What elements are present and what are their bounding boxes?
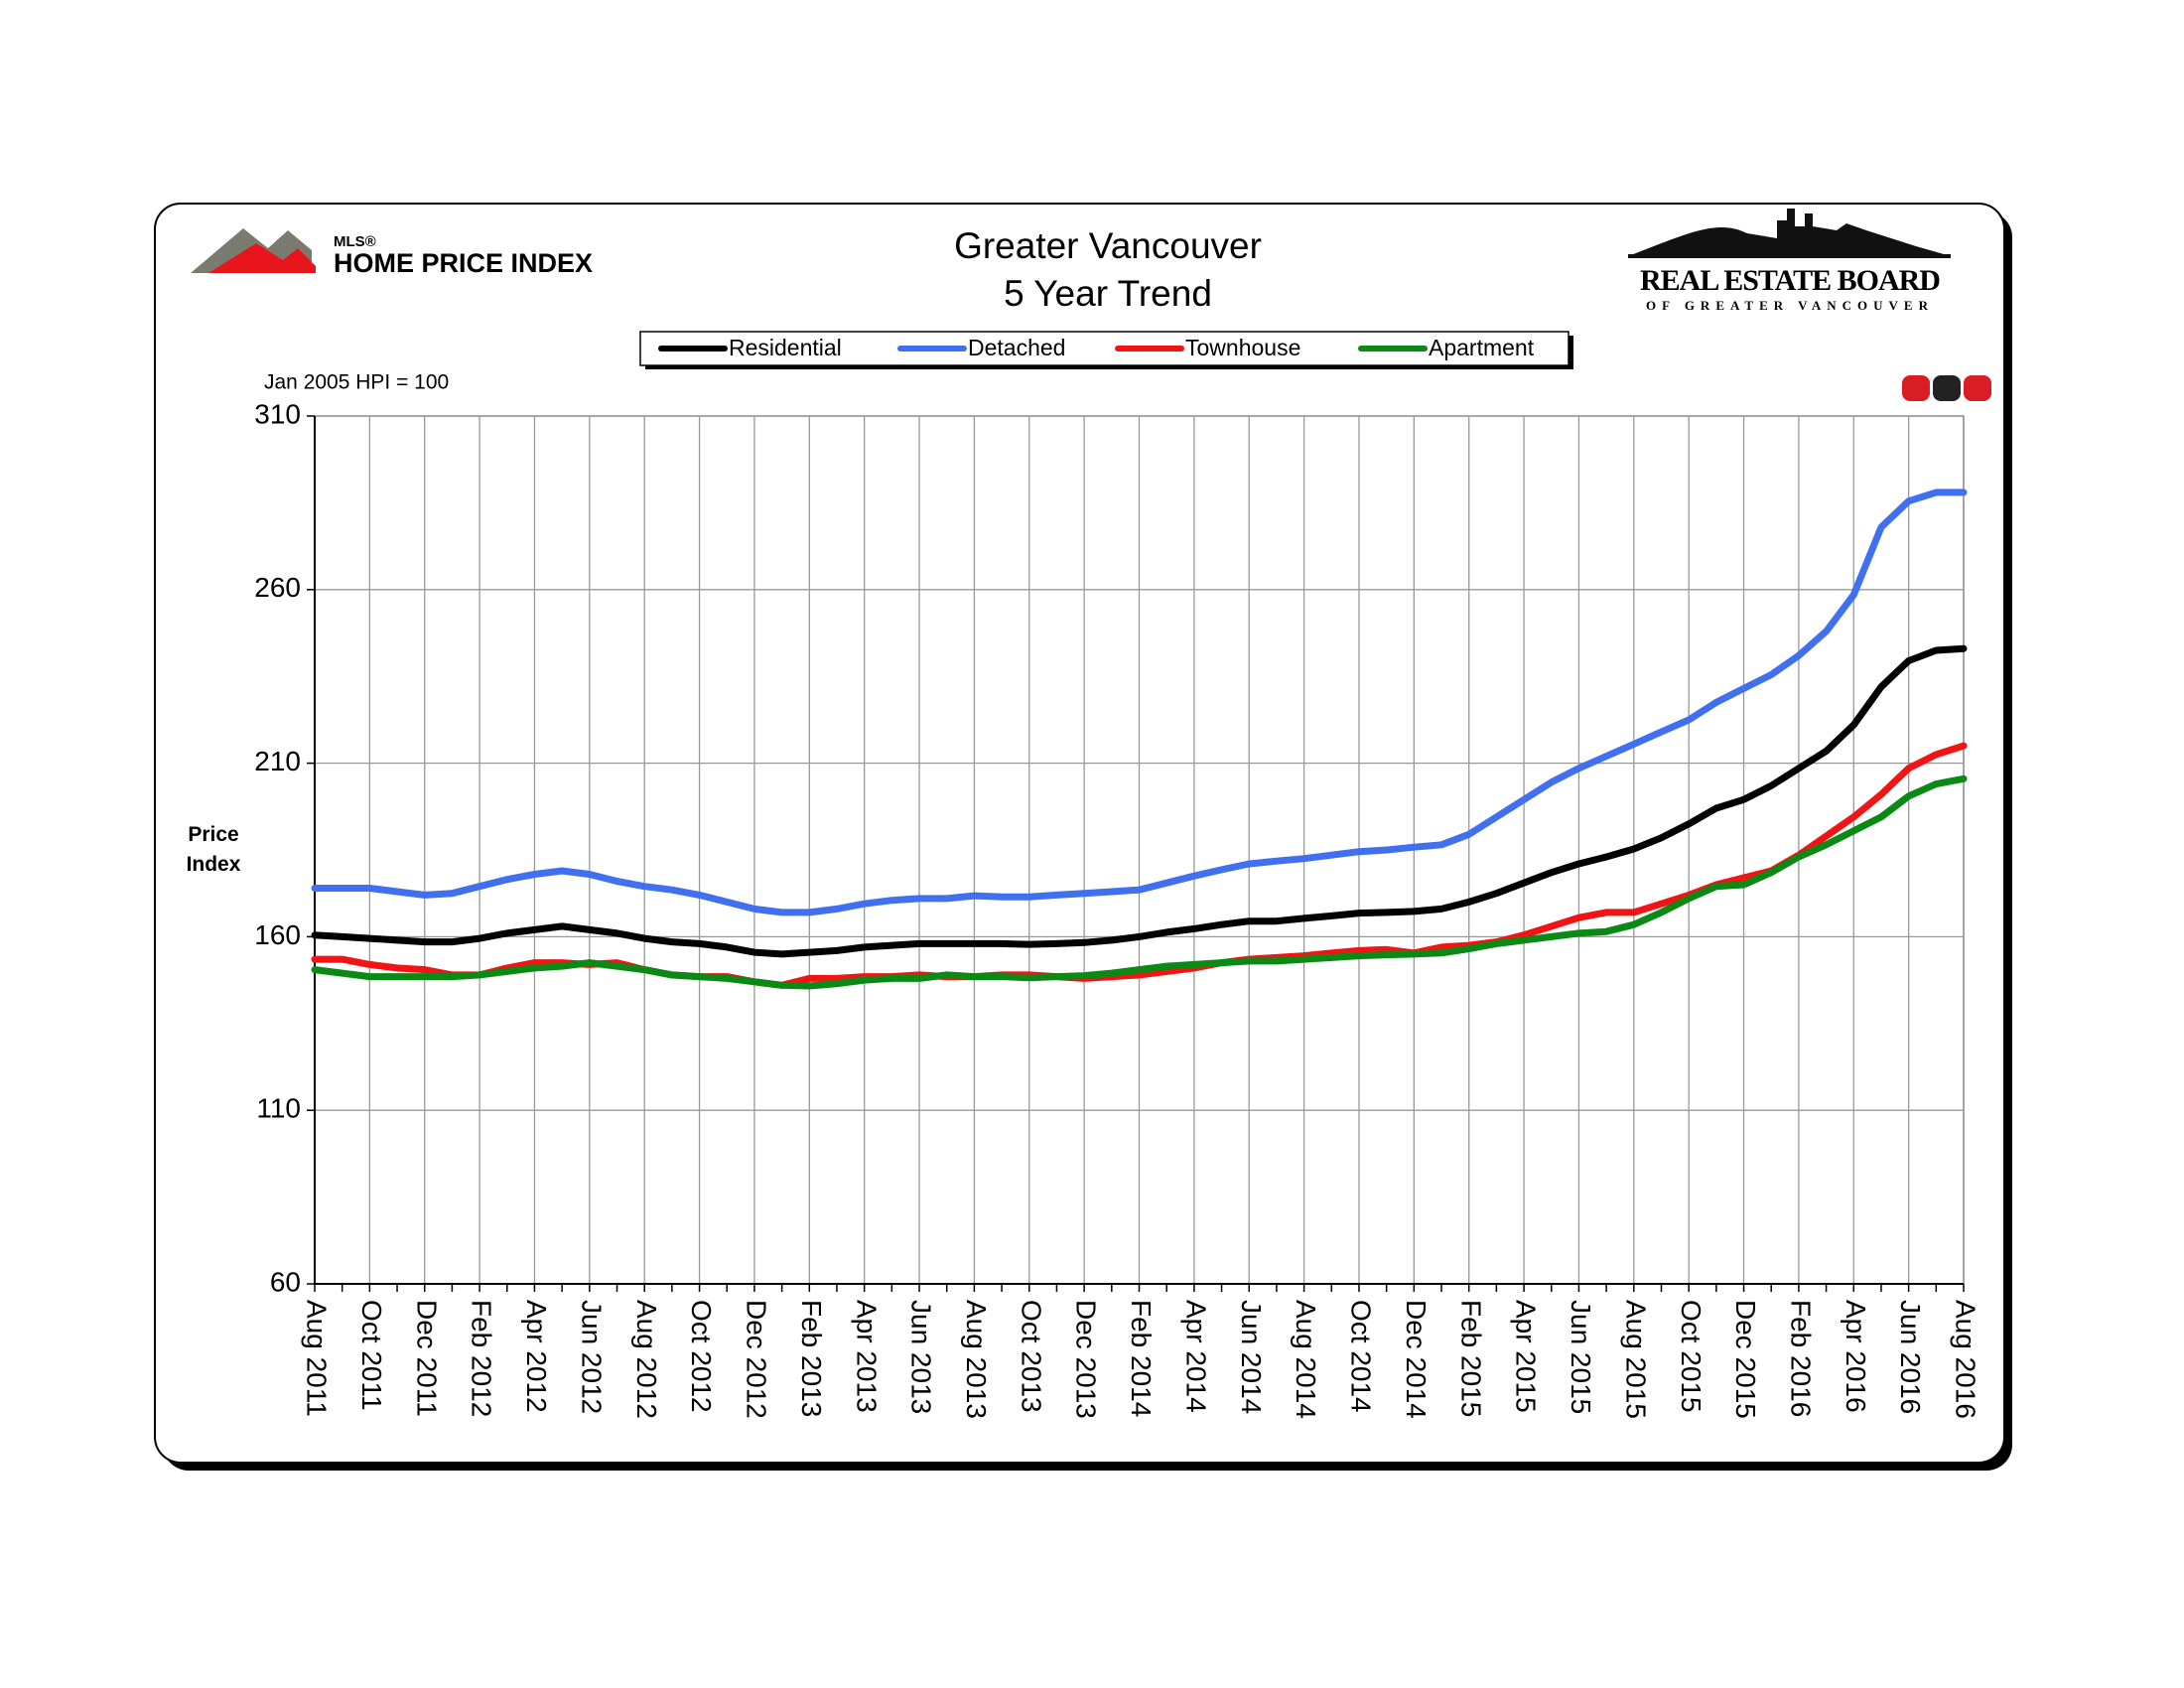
hpi-text: HOME PRICE INDEX bbox=[334, 248, 593, 278]
x-tick-label: Aug 2014 bbox=[1291, 1300, 1321, 1419]
legend-label: Apartment bbox=[1429, 335, 1535, 360]
x-tick-label: Apr 2014 bbox=[1180, 1300, 1211, 1413]
x-tick-label: Apr 2015 bbox=[1511, 1300, 1542, 1413]
hpi-logo: MLS® HOME PRICE INDEX bbox=[191, 228, 593, 278]
x-tick-label: Jun 2014 bbox=[1236, 1300, 1267, 1414]
x-tick-label: Feb 2016 bbox=[1786, 1300, 1817, 1417]
x-tick-label: Apr 2016 bbox=[1841, 1300, 1871, 1413]
x-tick-label: Jun 2013 bbox=[906, 1300, 937, 1414]
x-tick-label: Dec 2012 bbox=[742, 1300, 772, 1419]
series-line bbox=[311, 644, 1968, 958]
x-tick-label: Aug 2015 bbox=[1620, 1300, 1651, 1419]
board-text: REAL ESTATE BOARD bbox=[1640, 264, 1940, 297]
mls-small-text: MLS® bbox=[334, 233, 376, 250]
board-sub-text: OF GREATER VANCOUVER bbox=[1646, 298, 1934, 313]
mls-badge bbox=[1902, 375, 1991, 401]
y-tick-label: 260 bbox=[254, 572, 301, 603]
y-tick-label: 210 bbox=[254, 746, 301, 776]
y-axis-label: Price Index bbox=[186, 823, 241, 876]
chart-subtitle: 5 Year Trend bbox=[1004, 273, 1212, 314]
x-tick-label: Aug 2012 bbox=[631, 1300, 662, 1419]
x-tick-label: Jun 2012 bbox=[576, 1300, 607, 1414]
y-tick-label: 110 bbox=[256, 1093, 301, 1124]
y-tick-label: 60 bbox=[270, 1266, 301, 1297]
series-line bbox=[311, 489, 1968, 916]
x-tick-label: Feb 2013 bbox=[796, 1300, 827, 1417]
y-tick-label: 310 bbox=[254, 398, 301, 429]
board-logo: REAL ESTATE BOARD OF GREATER VANCOUVER bbox=[1628, 209, 1951, 313]
x-tick-label: Feb 2014 bbox=[1126, 1300, 1157, 1417]
x-tick-label: Aug 2011 bbox=[302, 1300, 333, 1417]
x-tick-label: Feb 2015 bbox=[1455, 1300, 1486, 1417]
annotation: Jan 2005 HPI = 100 bbox=[264, 371, 449, 394]
chart-title: Greater Vancouver bbox=[954, 225, 1262, 266]
x-tick-label: Oct 2012 bbox=[686, 1300, 717, 1413]
x-tick-label: Apr 2012 bbox=[521, 1300, 552, 1413]
legend-label: Detached bbox=[968, 335, 1065, 360]
x-tick-label: Oct 2014 bbox=[1346, 1300, 1377, 1413]
x-tick-label: Aug 2016 bbox=[1951, 1300, 1981, 1419]
y-tick-label: 160 bbox=[254, 919, 301, 950]
legend-label: Residential bbox=[729, 335, 842, 360]
x-tick-label: Jun 2016 bbox=[1895, 1300, 1926, 1414]
x-tick-label: Apr 2013 bbox=[851, 1300, 882, 1413]
series-line bbox=[311, 774, 1968, 990]
x-tick-label: Feb 2012 bbox=[467, 1300, 497, 1417]
x-tick-label: Oct 2011 bbox=[356, 1300, 387, 1411]
x-tick-label: Dec 2013 bbox=[1071, 1300, 1102, 1419]
x-tick-label: Aug 2013 bbox=[961, 1300, 992, 1419]
x-tick-label: Dec 2015 bbox=[1730, 1300, 1761, 1419]
x-tick-label: Oct 2015 bbox=[1676, 1300, 1706, 1413]
x-tick-label: Jun 2015 bbox=[1566, 1300, 1596, 1414]
legend-label: Townhouse bbox=[1185, 335, 1300, 360]
x-tick-label: Dec 2011 bbox=[411, 1300, 442, 1417]
x-tick-label: Dec 2014 bbox=[1401, 1300, 1432, 1419]
x-tick-label: Oct 2013 bbox=[1016, 1300, 1046, 1413]
